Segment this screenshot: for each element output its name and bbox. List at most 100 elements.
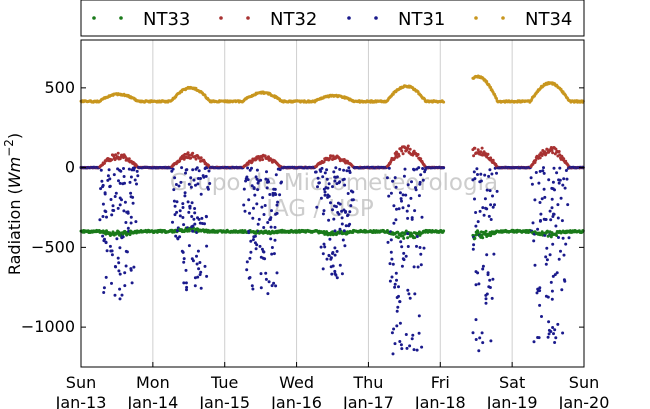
point-nt31 <box>333 175 337 179</box>
point-nt31 <box>391 179 395 183</box>
point-nt31 <box>316 176 320 180</box>
point-nt31 <box>410 216 414 220</box>
point-nt31 <box>123 284 127 288</box>
point-nt31 <box>170 169 174 173</box>
point-nt31 <box>123 200 127 204</box>
point-nt31 <box>415 235 419 238</box>
point-nt32 <box>397 154 401 158</box>
point-nt32 <box>186 151 190 155</box>
point-nt31 <box>330 272 334 276</box>
legend-marker-nt34 <box>501 16 505 20</box>
point-nt33 <box>111 230 115 234</box>
point-nt31 <box>257 179 261 183</box>
point-nt31 <box>126 226 130 230</box>
point-nt31 <box>207 169 211 173</box>
point-nt31 <box>348 210 352 214</box>
point-nt31 <box>111 204 115 208</box>
point-nt31 <box>538 303 542 307</box>
point-nt31 <box>542 217 546 221</box>
point-nt31 <box>326 195 330 199</box>
point-nt31 <box>255 168 259 172</box>
point-nt31 <box>206 187 210 191</box>
point-nt31 <box>185 168 189 172</box>
point-nt31 <box>417 314 421 318</box>
point-nt32 <box>400 149 404 153</box>
point-nt31 <box>204 174 208 178</box>
point-nt31 <box>399 343 403 347</box>
legend-label-nt34: NT34 <box>525 9 572 30</box>
point-nt31 <box>117 261 121 265</box>
point-nt31 <box>335 276 339 280</box>
point-nt31 <box>414 188 418 192</box>
x-tick-label-day: Sat <box>499 373 525 392</box>
point-nt31 <box>320 166 324 170</box>
point-nt31 <box>104 240 108 244</box>
point-nt31 <box>246 178 250 182</box>
point-nt31 <box>335 249 339 253</box>
point-nt31 <box>554 336 558 340</box>
point-nt31 <box>484 206 488 210</box>
point-nt31 <box>205 274 209 278</box>
point-nt31 <box>333 179 337 183</box>
point-nt33 <box>484 229 488 233</box>
point-nt31 <box>405 346 409 350</box>
point-nt31 <box>416 265 420 269</box>
point-nt31 <box>406 232 410 236</box>
point-nt31 <box>476 220 480 224</box>
point-nt31 <box>548 253 552 257</box>
point-nt31 <box>404 254 408 258</box>
point-nt31 <box>552 332 555 336</box>
point-nt31 <box>181 216 185 219</box>
point-nt31 <box>545 258 549 262</box>
point-nt31 <box>406 216 410 220</box>
point-nt31 <box>544 294 548 298</box>
point-nt31 <box>401 193 405 197</box>
point-nt31 <box>331 264 335 268</box>
point-nt31 <box>187 210 191 214</box>
point-nt31 <box>129 191 133 195</box>
point-nt33 <box>402 236 406 240</box>
point-nt31 <box>326 193 330 197</box>
point-nt31 <box>551 215 555 218</box>
point-nt31 <box>196 182 200 186</box>
point-nt31 <box>346 192 350 195</box>
point-nt31 <box>192 217 196 221</box>
point-nt31 <box>333 253 337 257</box>
point-nt31 <box>386 240 390 244</box>
point-nt31 <box>551 242 555 246</box>
point-nt31 <box>171 220 174 224</box>
point-nt31 <box>549 330 553 333</box>
point-nt31 <box>544 262 548 266</box>
point-nt31 <box>398 300 402 304</box>
point-nt31 <box>252 206 255 210</box>
point-nt31 <box>488 168 492 172</box>
point-nt31 <box>553 328 557 332</box>
point-nt31 <box>551 274 555 278</box>
point-nt31 <box>567 236 571 240</box>
point-nt31 <box>347 166 351 170</box>
point-nt31 <box>265 186 269 190</box>
point-nt32 <box>408 147 412 151</box>
point-nt31 <box>110 253 114 257</box>
point-nt31 <box>120 236 124 240</box>
point-nt31 <box>108 184 112 188</box>
point-nt31 <box>103 237 106 241</box>
y-axis-label: Radiation (Wm−2) <box>2 133 24 275</box>
point-nt31 <box>400 199 403 203</box>
point-nt31 <box>269 225 273 229</box>
point-nt31 <box>400 347 404 351</box>
point-nt31 <box>172 199 176 203</box>
point-nt31 <box>274 173 278 177</box>
point-nt32 <box>194 157 198 161</box>
point-nt31 <box>245 268 249 272</box>
point-nt31 <box>551 326 555 329</box>
point-nt31 <box>541 169 545 173</box>
point-nt31 <box>260 247 264 251</box>
point-nt31 <box>393 176 397 180</box>
point-nt32 <box>328 156 332 160</box>
point-nt31 <box>389 250 393 254</box>
point-nt32 <box>263 154 267 158</box>
point-nt31 <box>242 203 246 207</box>
point-nt31 <box>203 222 206 226</box>
